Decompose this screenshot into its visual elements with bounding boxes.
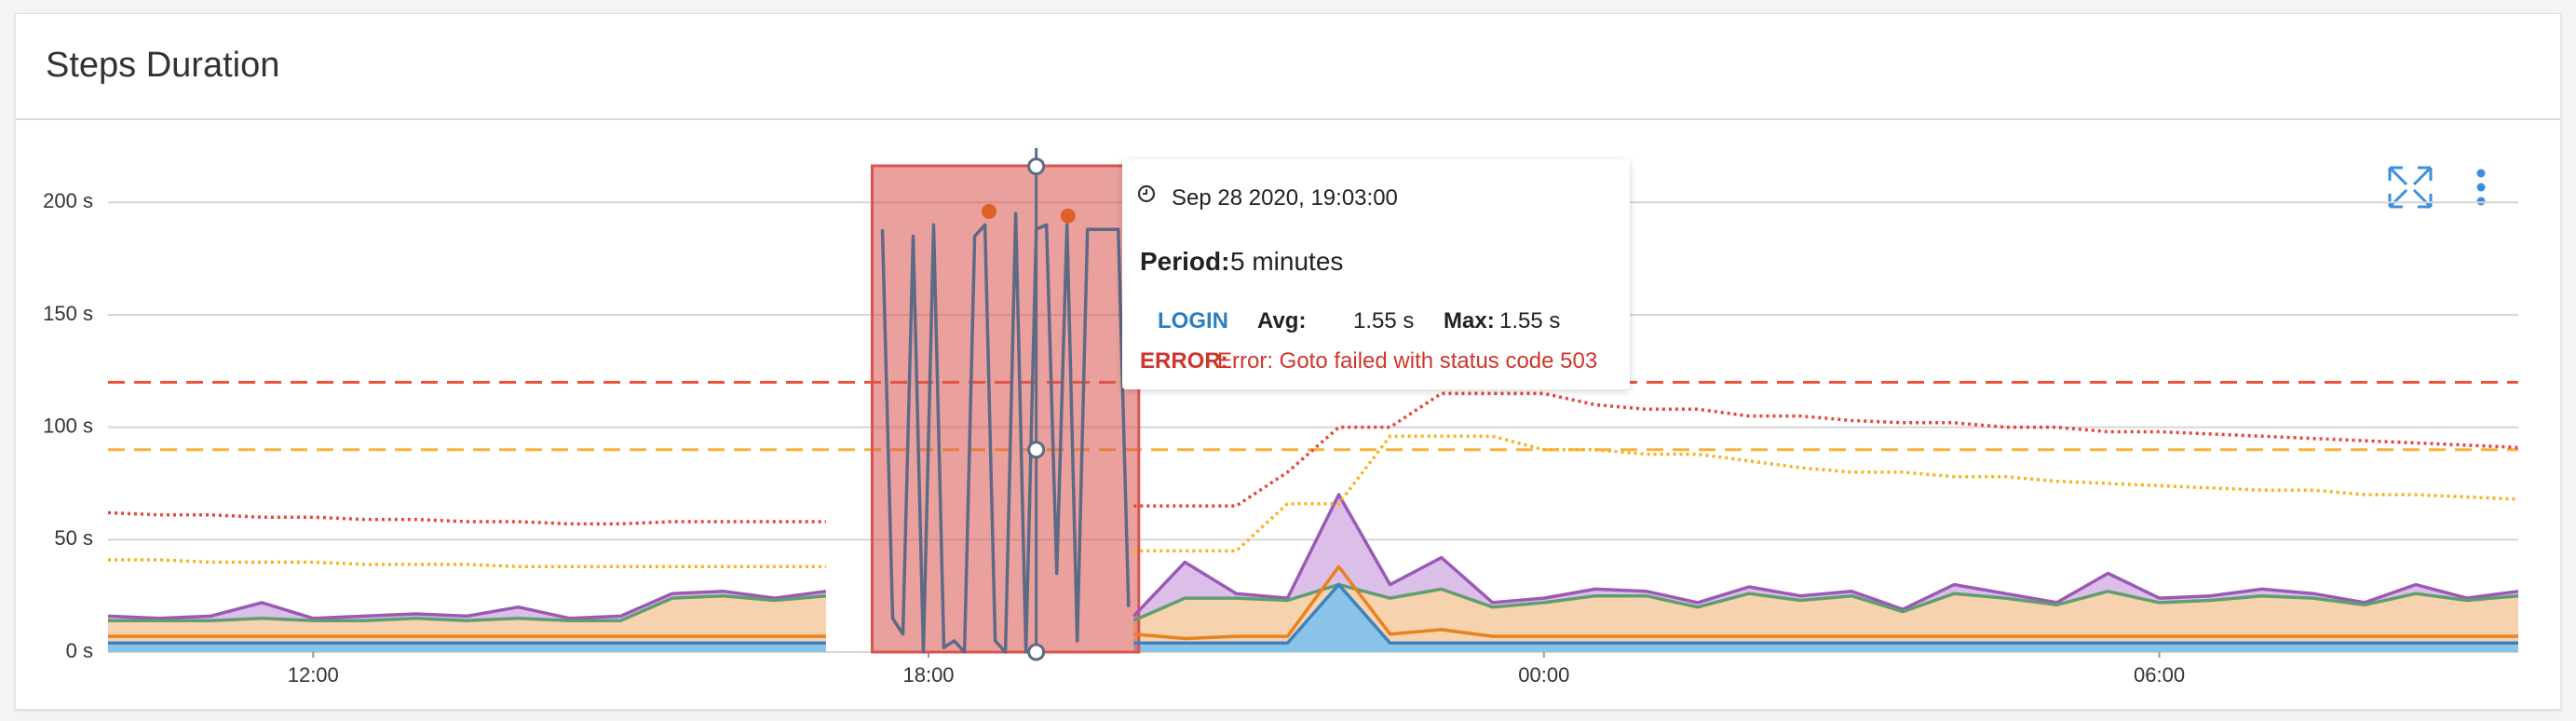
expand-icon[interactable] bbox=[2388, 166, 2433, 209]
error-point bbox=[1060, 208, 1076, 224]
series-line bbox=[107, 391, 2519, 526]
y-tick-label: 200 s bbox=[43, 189, 93, 212]
max: 1.55 s bbox=[1499, 308, 1561, 333]
series-area bbox=[108, 584, 2518, 652]
avg: 1.55 s bbox=[1353, 308, 1415, 333]
y-tick-label: 0 s bbox=[66, 639, 93, 662]
y-tick-label: 150 s bbox=[43, 302, 93, 325]
tooltip: Sep 28 2020, 19:03:00 Period: 5 minutes … bbox=[1122, 159, 1630, 389]
series-line bbox=[108, 434, 2519, 569]
period-label: Period: bbox=[1140, 247, 1230, 276]
series-line bbox=[880, 211, 1131, 654]
cursor-point bbox=[1027, 157, 1046, 176]
x-tick-label: 06:00 bbox=[2134, 663, 2185, 687]
y-tick-label: 50 s bbox=[54, 526, 93, 550]
x-tick-label: 12:00 bbox=[288, 663, 339, 687]
clock-icon bbox=[1137, 184, 1156, 203]
avg-label: Avg: bbox=[1257, 308, 1307, 333]
divider bbox=[16, 118, 2560, 120]
error-label: ERROR: bbox=[1140, 348, 1228, 374]
series-line bbox=[108, 582, 2518, 646]
error-message: Error: Goto failed with status code 503 bbox=[1217, 348, 1598, 374]
series-line bbox=[108, 582, 2519, 622]
menu-icon[interactable] bbox=[2476, 169, 2486, 206]
series-line bbox=[107, 493, 2519, 620]
panel-title: Steps Duration bbox=[46, 46, 280, 85]
series-line bbox=[108, 565, 2518, 641]
step-name: LOGIN bbox=[1158, 308, 1228, 333]
x-tick-label: 00:00 bbox=[1518, 663, 1569, 687]
x-tick-label: 18:00 bbox=[902, 663, 954, 687]
tooltip-time: Sep 28 2020, 19:03:00 bbox=[1172, 185, 1398, 211]
cursor-point bbox=[1027, 643, 1046, 661]
cursor-point bbox=[1027, 441, 1046, 459]
max-label: Max: bbox=[1444, 308, 1495, 333]
error-point bbox=[981, 203, 997, 219]
y-tick-label: 100 s bbox=[43, 414, 93, 437]
period: 5 minutes bbox=[1230, 247, 1344, 276]
